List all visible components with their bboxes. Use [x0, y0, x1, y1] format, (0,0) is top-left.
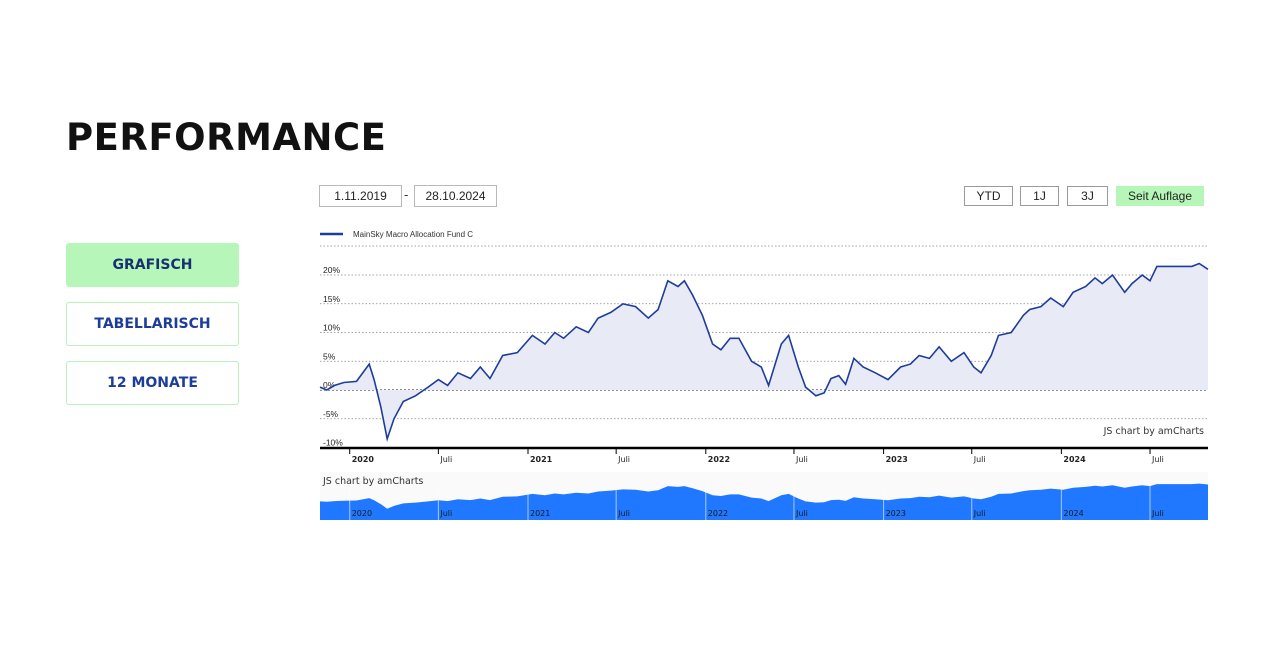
range-3j-button[interactable]: 3J: [1067, 186, 1108, 206]
chart-watermark[interactable]: JS chart by amCharts: [1103, 426, 1204, 437]
navigator-label: 2022: [708, 509, 728, 518]
navigator-area: [320, 483, 1208, 520]
x-tick-label: Juli: [973, 455, 986, 464]
x-tick-label: 2020: [352, 455, 375, 464]
navigator-label: Juli: [795, 509, 808, 518]
y-tick-label: 20%: [323, 265, 340, 275]
page-title: PERFORMANCE: [66, 116, 387, 159]
y-tick-label: 5%: [323, 351, 336, 361]
range-1j-button[interactable]: 1J: [1020, 186, 1059, 206]
x-tick-label: Juli: [795, 455, 808, 464]
navigator-label: Juli: [973, 509, 986, 518]
series-line[interactable]: [319, 262, 1209, 442]
navigator-label: 2020: [352, 509, 372, 518]
y-tick-label: 15%: [323, 294, 340, 304]
x-tick-label: 2023: [886, 455, 908, 464]
y-tick-label: -10%: [323, 438, 343, 448]
range-ytd-button[interactable]: YTD: [964, 186, 1013, 206]
tab-grafisch[interactable]: GRAFISCH: [66, 243, 239, 287]
navigator-watermark[interactable]: JS chart by amCharts: [322, 476, 423, 487]
y-tick-label: 10%: [323, 323, 340, 333]
navigator-label: 2021: [530, 509, 550, 518]
legend-label[interactable]: MainSky Macro Allocation Fund C: [353, 230, 473, 239]
tab-tabellarisch[interactable]: TABELLARISCH: [66, 302, 239, 346]
y-tick-label: -5%: [323, 409, 339, 419]
x-tick-label: 2021: [530, 455, 553, 464]
x-tick-label: 2022: [708, 455, 730, 464]
navigator-label: 2024: [1063, 509, 1083, 518]
date-to-input[interactable]: [414, 185, 497, 207]
y-tick-label: 0%: [323, 380, 336, 390]
navigator-label: 2023: [886, 509, 906, 518]
tab-12-monate[interactable]: 12 MONATE: [66, 361, 239, 405]
series-area: [320, 263, 1208, 439]
navigator-label: Juli: [617, 509, 630, 518]
date-range-separator: -: [404, 187, 409, 202]
date-from-input[interactable]: [319, 185, 402, 207]
x-tick-label: Juli: [1151, 455, 1164, 464]
range-seit-auflage-button[interactable]: Seit Auflage: [1116, 186, 1204, 206]
navigator-label: Juli: [1151, 509, 1164, 518]
x-tick-label: Juli: [617, 455, 630, 464]
x-tick-label: Juli: [439, 455, 452, 464]
x-tick-label: 2024: [1063, 455, 1086, 464]
navigator-label: Juli: [439, 509, 452, 518]
